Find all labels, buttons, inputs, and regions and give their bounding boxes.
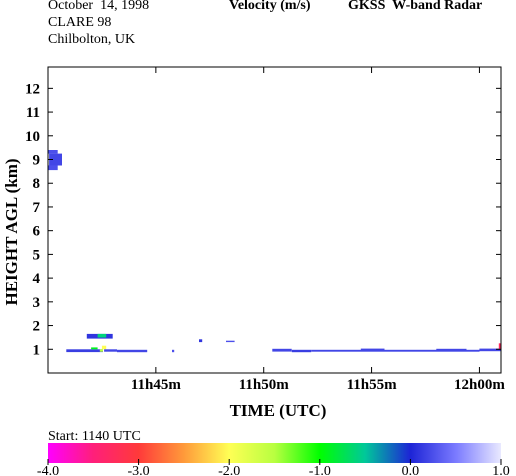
- x-axis-title: TIME (UTC): [230, 401, 327, 420]
- echo-cell: [479, 348, 501, 352]
- date-label: October 14, 1998: [48, 0, 150, 13]
- x-tick-label: 11h55m: [347, 377, 398, 393]
- echo-cell: [226, 340, 235, 343]
- y-tick-label: 4: [33, 271, 41, 287]
- y-tick-label: 10: [25, 129, 40, 145]
- y-tick-label: 9: [33, 153, 41, 169]
- echo-cell: [436, 348, 467, 351]
- colorbar-tick-label: -3.0: [128, 464, 150, 476]
- x-tick-label: 11h50m: [239, 377, 290, 393]
- echo-cell: [498, 343, 501, 350]
- echo-cell: [172, 349, 175, 353]
- echo-cell: [99, 349, 103, 352]
- x-axis: 11h45m 11h50m 11h55m 12h00m: [131, 67, 505, 393]
- colorbar-ticks: -4.0 -3.0 -2.0 -1.0 0.0 1.0: [37, 459, 510, 476]
- y-tick-label: 5: [33, 247, 41, 263]
- echo-cell: [272, 348, 292, 352]
- y-tick-label: 3: [33, 295, 41, 311]
- echo-cell: [117, 349, 148, 353]
- quantity-label: Velocity (m/s): [229, 0, 311, 13]
- echo-cell: [291, 349, 312, 353]
- y-tick-label: 8: [33, 176, 41, 192]
- colorbar-tick-label: 1.0: [492, 464, 510, 476]
- y-tick-label: 6: [33, 224, 41, 240]
- echo-layer: [48, 150, 501, 353]
- echo-cell: [104, 349, 117, 352]
- echo-cell: [101, 345, 107, 350]
- start-time-label: Start: 1140 UTC: [48, 429, 141, 444]
- echo-cell: [49, 153, 62, 166]
- site-label: Chilbolton, UK: [48, 32, 136, 47]
- y-tick-label: 7: [33, 200, 41, 216]
- echo-cell: [48, 150, 58, 154]
- x-tick-label: 11h45m: [131, 377, 182, 393]
- echo-cell: [48, 165, 58, 171]
- colorbar-tick-label: 0.0: [402, 464, 420, 476]
- echo-cell: [97, 333, 107, 338]
- x-tick-label: 12h00m: [454, 377, 505, 393]
- colorbar-tick-label: -2.0: [218, 464, 240, 476]
- y-axis-title: HEIGHT AGL (km): [2, 158, 21, 305]
- y-tick-label: 1: [33, 342, 41, 358]
- echo-cell: [311, 349, 480, 352]
- colorbar-tick-label: -1.0: [309, 464, 331, 476]
- campaign-label: CLARE 98: [48, 15, 112, 30]
- colorbar-tick-label: -4.0: [37, 464, 59, 476]
- plot-frame: [47, 66, 502, 374]
- y-tick-label: 12: [25, 81, 40, 97]
- instrument-label: GKSS W-band Radar: [348, 0, 483, 13]
- y-tick-label: 11: [26, 105, 40, 121]
- echo-cell: [360, 348, 385, 351]
- echo-cell: [91, 347, 98, 350]
- echo-cell: [199, 339, 203, 343]
- echo-cell: [66, 349, 103, 353]
- colorbar: [48, 443, 501, 463]
- y-tick-label: 2: [33, 319, 41, 335]
